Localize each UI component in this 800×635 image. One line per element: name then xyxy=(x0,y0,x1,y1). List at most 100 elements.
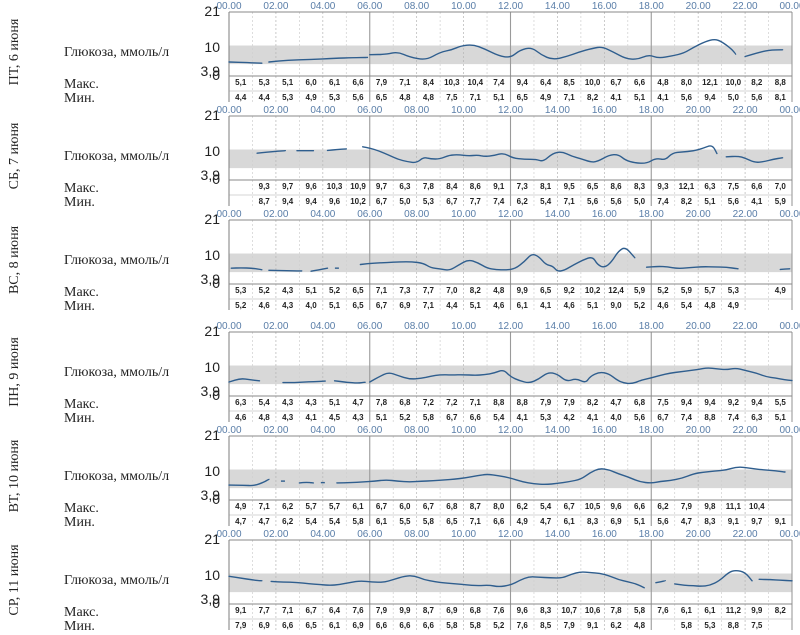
min-value: 5,8 xyxy=(352,517,364,526)
max-value: 7,2 xyxy=(423,398,435,407)
time-label: 08.00 xyxy=(404,209,429,220)
min-value: 7,6 xyxy=(517,621,529,630)
max-value: 6,7 xyxy=(423,502,435,511)
time-label: 16.00 xyxy=(592,105,617,116)
max-value: 9,4 xyxy=(704,398,716,407)
max-value: 7,6 xyxy=(352,606,364,615)
max-value: 7,6 xyxy=(657,606,669,615)
min-value: 7,1 xyxy=(564,93,576,102)
max-value: 5,9 xyxy=(681,286,693,295)
min-value: 4,1 xyxy=(751,197,763,206)
time-label: 12.00 xyxy=(498,209,523,220)
min-value: 8,3 xyxy=(704,517,716,526)
min-value: 8,2 xyxy=(587,93,599,102)
max-value: 4,7 xyxy=(352,398,364,407)
min-value: 6,5 xyxy=(517,93,529,102)
time-label: 18.00 xyxy=(639,425,664,436)
max-value: 7,1 xyxy=(282,606,294,615)
max-value: 5,3 xyxy=(235,286,247,295)
max-value: 8,7 xyxy=(470,502,482,511)
max-value: 7,4 xyxy=(493,78,505,87)
time-label: 22.00 xyxy=(733,209,758,220)
min-value: 6,1 xyxy=(329,621,341,630)
time-label: 16.00 xyxy=(592,209,617,220)
time-label: 00.00 xyxy=(779,425,800,436)
min-value: 4,9 xyxy=(306,93,318,102)
time-label: 06.00 xyxy=(357,1,382,12)
time-label: 00.00 xyxy=(216,321,241,332)
min-value: 7,1 xyxy=(470,517,482,526)
time-label: 14.00 xyxy=(545,209,570,220)
max-value: 7,9 xyxy=(376,78,388,87)
max-value: 12,1 xyxy=(679,182,695,191)
max-value: 6,3 xyxy=(235,398,247,407)
min-value: 4,7 xyxy=(681,517,693,526)
max-value: 8,3 xyxy=(540,606,552,615)
time-label: 00.00 xyxy=(216,529,241,540)
time-label: 16.00 xyxy=(592,529,617,540)
time-label: 18.00 xyxy=(639,529,664,540)
max-value: 6,4 xyxy=(329,606,341,615)
min-value: 5,6 xyxy=(634,413,646,422)
max-value: 9,1 xyxy=(493,182,505,191)
min-value: 6,2 xyxy=(282,517,294,526)
max-value: 7,9 xyxy=(540,398,552,407)
min-value: 6,1 xyxy=(564,517,576,526)
time-label: 08.00 xyxy=(404,1,429,12)
time-label: 16.00 xyxy=(592,425,617,436)
time-label: 00.00 xyxy=(779,1,800,12)
max-value: 4,8 xyxy=(657,78,669,87)
max-value: 12,4 xyxy=(608,286,624,295)
time-label: 10.00 xyxy=(451,209,476,220)
time-label: 12.00 xyxy=(498,425,523,436)
min-value: 5,4 xyxy=(493,413,505,422)
min-value: 5,2 xyxy=(493,621,505,630)
min-value: 4,7 xyxy=(235,517,247,526)
max-value: 9,6 xyxy=(517,606,529,615)
min-value: 4,8 xyxy=(423,93,435,102)
min-value: 6,6 xyxy=(282,621,294,630)
max-value: 10,4 xyxy=(749,502,765,511)
min-value: 5,3 xyxy=(540,413,552,422)
time-label: 12.00 xyxy=(498,529,523,540)
min-value: 4,3 xyxy=(282,301,294,310)
max-value: 6,6 xyxy=(634,502,646,511)
min-value: 5,1 xyxy=(376,413,388,422)
max-value: 6,8 xyxy=(446,502,458,511)
max-value: 4,9 xyxy=(775,286,787,295)
max-value: 5,7 xyxy=(329,502,341,511)
min-value: 9,4 xyxy=(306,197,318,206)
time-label: 18.00 xyxy=(639,321,664,332)
min-value: 4,2 xyxy=(564,413,576,422)
max-value: 8,0 xyxy=(493,502,505,511)
max-value: 6,1 xyxy=(704,606,716,615)
min-value: 6,7 xyxy=(376,197,388,206)
min-value: 8,2 xyxy=(681,197,693,206)
min-value: 4,9 xyxy=(517,517,529,526)
min-value: 5,0 xyxy=(399,197,411,206)
max-value: 6,8 xyxy=(399,398,411,407)
min-value: 5,8 xyxy=(446,621,458,630)
min-value: 9,7 xyxy=(751,517,763,526)
max-value: 7,0 xyxy=(446,286,458,295)
min-value: 5,1 xyxy=(493,93,505,102)
min-value: 5,5 xyxy=(399,517,411,526)
min-value: 7,1 xyxy=(470,93,482,102)
time-label: 02.00 xyxy=(263,321,288,332)
min-value: 9,4 xyxy=(704,93,716,102)
min-value: 4,4 xyxy=(446,301,458,310)
time-label: 00.00 xyxy=(779,209,800,220)
time-label: 20.00 xyxy=(686,209,711,220)
min-value: 5,0 xyxy=(728,93,740,102)
min-value: 5,8 xyxy=(681,621,693,630)
max-value: 10,3 xyxy=(327,182,343,191)
max-value: 6,9 xyxy=(446,606,458,615)
min-value: 4,1 xyxy=(587,413,599,422)
min-value: 9,0 xyxy=(611,301,623,310)
min-value: 5,0 xyxy=(634,197,646,206)
time-label: 08.00 xyxy=(404,321,429,332)
time-label: 10.00 xyxy=(451,105,476,116)
